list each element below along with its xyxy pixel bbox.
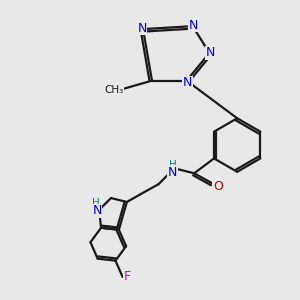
Text: H: H: [92, 198, 100, 208]
Text: H: H: [169, 160, 176, 170]
Text: F: F: [124, 271, 131, 284]
Text: N: N: [137, 22, 147, 34]
Text: CH₃: CH₃: [105, 85, 124, 94]
Text: N: N: [183, 76, 192, 89]
Text: O: O: [213, 180, 223, 193]
Text: N: N: [168, 166, 177, 179]
Text: N: N: [189, 19, 198, 32]
Text: N: N: [92, 204, 102, 218]
Text: N: N: [206, 46, 215, 59]
